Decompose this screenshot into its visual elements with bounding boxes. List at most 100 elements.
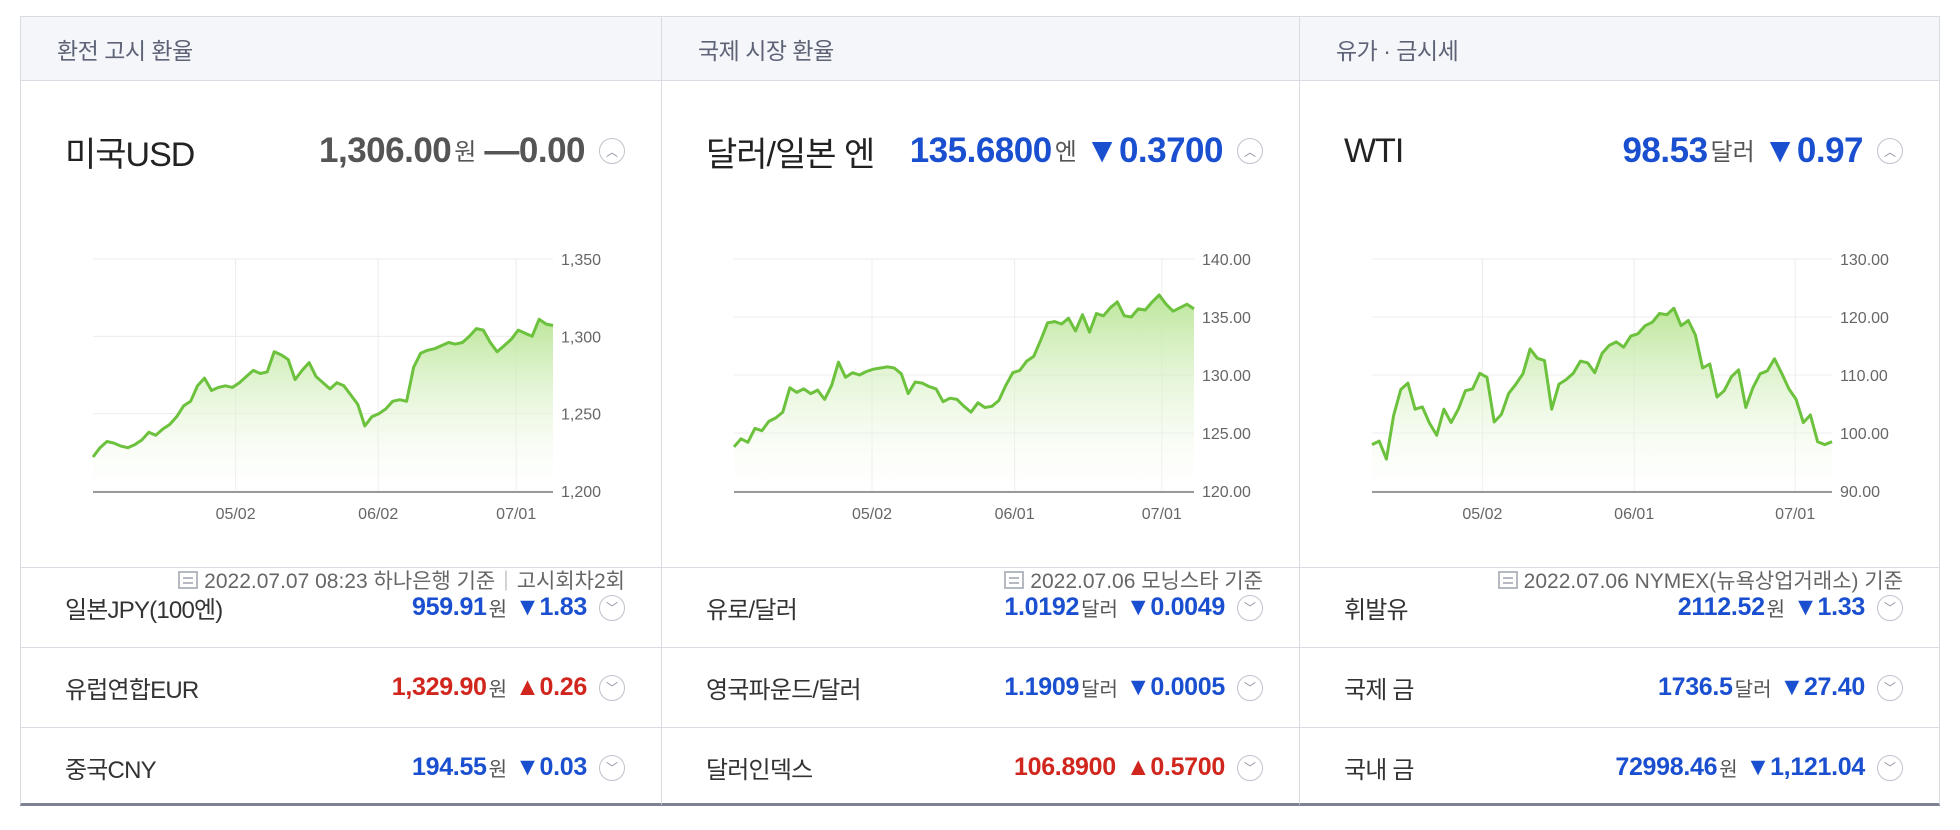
series-line bbox=[91, 317, 554, 458]
list-item[interactable]: 휘발유 2112.52 원 ▼1.33 ﹀ bbox=[1300, 568, 1939, 648]
usd-chart: 1,350 1,300 1,250 1,200 05/02 06/02 07/01 bbox=[91, 252, 601, 523]
down-arrow-icon: ▼ bbox=[1762, 131, 1798, 170]
y-tick-label: 1,300 bbox=[561, 329, 601, 346]
source-date: 2022.07.06 모닝스타 기준 bbox=[1030, 570, 1263, 593]
item-name: 중국CNY bbox=[65, 757, 157, 784]
list-item[interactable]: 일본JPY(100엔) 959.91 원 ▼1.83 ﹀ bbox=[21, 568, 661, 648]
list-item[interactable]: 달러인덱스 106.8900 ▲0.5700 ﹀ bbox=[662, 728, 1299, 807]
quote-change: ▼0.3700 bbox=[1084, 131, 1224, 170]
quote-list: 일본JPY(100엔) 959.91 원 ▼1.83 ﹀ 유럽연합EUR 1,329.90… bbox=[21, 568, 661, 807]
x-tick-label: 06/01 bbox=[1614, 506, 1654, 523]
down-arrow-icon: ▼ bbox=[1125, 673, 1151, 701]
quote-value: 135.6800 bbox=[909, 131, 1052, 170]
item-name: 일본JPY(100엔) bbox=[65, 597, 223, 624]
quote-unit: 달러 bbox=[1710, 138, 1755, 166]
source-date: 2022.07.07 08:23 하나은행 기준 bbox=[204, 570, 496, 593]
y-tick-label: 130.00 bbox=[1202, 368, 1251, 385]
x-tick-label: 05/02 bbox=[852, 506, 892, 523]
list-item[interactable]: 중국CNY 194.55 원 ▼0.03 ﹀ bbox=[21, 728, 661, 807]
area-fill bbox=[734, 295, 1194, 491]
list-item[interactable]: 국제 금 1736.5 달러 ▼27.40 ﹀ bbox=[1300, 648, 1939, 728]
quote-unit: 엔 bbox=[1054, 138, 1077, 166]
chevron-down-icon[interactable]: ﹀ bbox=[1237, 754, 1263, 781]
quote-unit: 원 bbox=[454, 138, 477, 166]
wti-chart: 130.00 120.00 110.00 100.00 90.00 05/02 06/01 0… bbox=[1371, 252, 1889, 523]
divider: | bbox=[503, 568, 509, 591]
quote-name: 미국USD bbox=[65, 135, 195, 174]
panel-title: 유가 · 금시세 bbox=[1300, 17, 1939, 81]
list-item[interactable]: 유로/달러 1.0192 달러 ▼0.0049 ﹀ bbox=[662, 568, 1299, 648]
item-value: 2112.52 bbox=[1677, 593, 1765, 621]
x-tick-label: 05/02 bbox=[1462, 506, 1502, 523]
item-unit: 원 bbox=[488, 759, 508, 781]
item-change: ▼1.33 bbox=[1793, 593, 1865, 621]
quote-change: ▼0.97 bbox=[1762, 131, 1864, 170]
item-change: ▼1.83 bbox=[515, 593, 587, 621]
panel-intl-market: 국제 시장 환율 달러/일본 엔 135.6800 엔 ▼0.3700 ︿ 14… bbox=[662, 16, 1300, 806]
x-tick-label: 06/01 bbox=[995, 506, 1035, 523]
quote-name: WTI bbox=[1344, 131, 1404, 170]
main-quote-area: 미국USD 1,306.00 원 —0.00 ︿ 1,350 1,300 1,250… bbox=[21, 81, 661, 593]
list-item[interactable]: 영국파운드/달러 1.1909 달러 ▼0.0005 ﹀ bbox=[662, 648, 1299, 728]
y-tick-label: 140.00 bbox=[1202, 252, 1251, 269]
main-quote[interactable]: 달러/일본 엔 135.6800 엔 ▼0.3700 ︿ bbox=[706, 123, 1263, 179]
item-value: 1,329.90 bbox=[391, 673, 487, 701]
x-tick-label: 06/02 bbox=[358, 506, 398, 523]
chevron-down-icon[interactable]: ﹀ bbox=[1237, 594, 1263, 621]
item-value: 1.0192 bbox=[1004, 593, 1080, 621]
y-tick-label: 125.00 bbox=[1202, 426, 1251, 443]
chevron-up-icon[interactable]: ︿ bbox=[599, 138, 625, 164]
item-name: 국내 금 bbox=[1344, 757, 1415, 784]
chevron-up-icon[interactable]: ︿ bbox=[1877, 138, 1903, 164]
item-unit: 원 bbox=[1766, 599, 1786, 621]
y-tick-label: 110.00 bbox=[1840, 368, 1888, 385]
chevron-down-icon[interactable]: ﹀ bbox=[1877, 754, 1903, 781]
item-value: 72998.46 bbox=[1615, 753, 1718, 781]
main-quote[interactable]: 미국USD 1,306.00 원 —0.00 ︿ bbox=[65, 123, 625, 179]
source-note: 2022.07.06 NYMEX(뉴욕상업거래소) 기준 bbox=[1497, 565, 1903, 595]
item-value: 106.8900 bbox=[1014, 753, 1116, 781]
down-arrow-icon: ▼ bbox=[1084, 131, 1120, 170]
item-unit: 원 bbox=[488, 679, 508, 701]
chevron-down-icon[interactable]: ﹀ bbox=[599, 594, 625, 621]
panel-title: 국제 시장 환율 bbox=[662, 17, 1299, 81]
chevron-down-icon[interactable]: ﹀ bbox=[1877, 674, 1903, 701]
x-tick-label: 07/01 bbox=[1142, 506, 1182, 523]
source-note: 2022.07.07 08:23 하나은행 기준 | 고시회차2회 bbox=[178, 565, 625, 595]
item-name: 유럽연합EUR bbox=[65, 677, 199, 704]
y-tick-label: 130.00 bbox=[1840, 252, 1889, 269]
x-tick-label: 05/02 bbox=[216, 506, 256, 523]
panel-oil-gold: 유가 · 금시세 WTI 98.53 달러 ▼0.97 ︿ 130.00 120.… bbox=[1300, 16, 1940, 806]
item-value: 1.1909 bbox=[1004, 673, 1080, 701]
item-change: ▼27.40 bbox=[1779, 673, 1865, 701]
area-fill bbox=[93, 319, 553, 491]
list-item[interactable]: 유럽연합EUR 1,329.90 원 ▲0.26 ﹀ bbox=[21, 648, 661, 728]
down-arrow-icon: ▼ bbox=[515, 753, 540, 781]
item-change: ▼1,121.04 bbox=[1745, 753, 1866, 781]
quote-value: 98.53 bbox=[1622, 131, 1708, 170]
item-unit: 달러 bbox=[1081, 599, 1118, 621]
chevron-down-icon[interactable]: ﹀ bbox=[1877, 594, 1903, 621]
up-arrow-icon: ▲ bbox=[515, 673, 540, 701]
panel-title: 환전 고시 환율 bbox=[21, 17, 661, 81]
item-name: 휘발유 bbox=[1344, 597, 1409, 624]
item-change: ▲0.5700 bbox=[1125, 753, 1225, 781]
chevron-down-icon[interactable]: ﹀ bbox=[1237, 674, 1263, 701]
item-name: 영국파운드/달러 bbox=[706, 677, 862, 704]
chevron-down-icon[interactable]: ﹀ bbox=[599, 674, 625, 701]
chevron-up-icon[interactable]: ︿ bbox=[1237, 138, 1263, 164]
x-tick-label: 07/01 bbox=[1775, 506, 1815, 523]
quote-change: —0.00 bbox=[484, 131, 585, 170]
main-quote[interactable]: WTI 98.53 달러 ▼0.97 ︿ bbox=[1344, 123, 1903, 179]
series-line bbox=[732, 293, 1195, 448]
item-unit: 원 bbox=[488, 599, 508, 621]
chevron-down-icon[interactable]: ﹀ bbox=[599, 754, 625, 781]
main-quote-area: WTI 98.53 달러 ▼0.97 ︿ 130.00 120.00 110.00 1… bbox=[1300, 81, 1939, 593]
item-change: ▼0.0005 bbox=[1125, 673, 1225, 701]
source-extra: 고시회차2회 bbox=[516, 570, 625, 593]
list-item[interactable]: 국내 금 72998.46 원 ▼1,121.04 ﹀ bbox=[1300, 728, 1939, 807]
source-date: 2022.07.06 NYMEX(뉴욕상업거래소) 기준 bbox=[1523, 570, 1903, 593]
panel-exchange-notice: 환전 고시 환율 미국USD 1,306.00 원 —0.00 ︿ 1,350 1… bbox=[20, 16, 662, 806]
quote-list: 휘발유 2112.52 원 ▼1.33 ﹀ 국제 금 1736.5 달러 ▼27.40 ﹀ 국내… bbox=[1300, 568, 1939, 807]
item-value: 959.91 bbox=[412, 593, 487, 621]
